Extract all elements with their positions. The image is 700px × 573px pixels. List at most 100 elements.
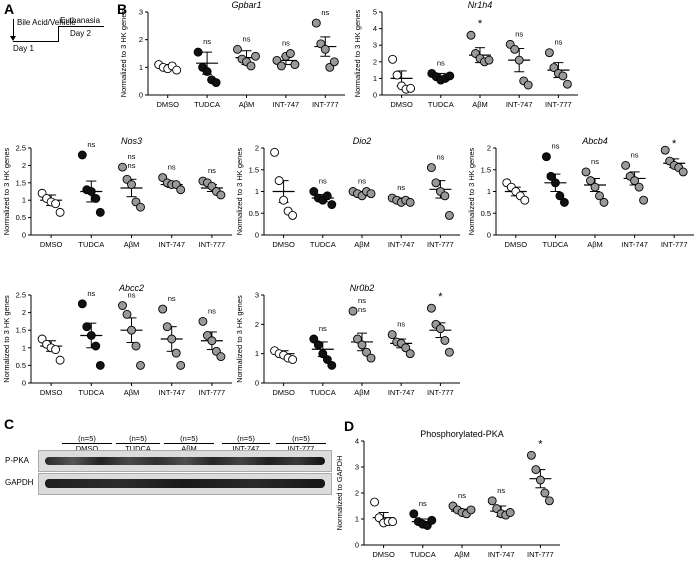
y-tick-label: 2 xyxy=(22,161,26,170)
data-point xyxy=(55,207,65,217)
data-point xyxy=(77,299,87,309)
blot-group-abm: (n=5) AβM xyxy=(164,434,214,453)
x-tick-label: DMSO xyxy=(156,100,179,109)
blot-group-int777: (n=5) INT-777 xyxy=(276,434,326,453)
data-point xyxy=(118,162,127,172)
data-point xyxy=(309,334,319,344)
x-tick-label: INT-747 xyxy=(158,388,185,397)
data-point xyxy=(660,145,670,155)
data-point xyxy=(558,71,568,81)
x-tick-label: AβM xyxy=(124,240,140,249)
data-point xyxy=(535,475,545,485)
data-point xyxy=(55,355,65,365)
data-point xyxy=(176,360,186,370)
data-point xyxy=(366,189,376,199)
significance-label: * xyxy=(438,291,443,303)
y-tick-label: 3 xyxy=(139,8,143,17)
blot-group-n: (n=5) xyxy=(237,434,255,443)
significance-label: ns xyxy=(128,152,136,161)
significance-label: ns xyxy=(631,150,639,159)
significance-label: ns xyxy=(458,491,466,500)
x-tick-label: TUDCA xyxy=(310,388,336,397)
x-tick-label: AβM xyxy=(587,240,603,249)
data-point xyxy=(586,176,595,186)
x-tick-label: AβM xyxy=(354,240,370,249)
y-tick-label: 1.5 xyxy=(249,165,259,174)
data-point xyxy=(246,61,256,71)
y-axis-label: Normalized to 3 HK genes xyxy=(119,9,128,97)
x-tick-label: TUDCA xyxy=(310,240,336,249)
timeline-arrow xyxy=(13,19,14,39)
x-tick-label: INT-777 xyxy=(199,388,226,397)
x-tick-label: TUDCA xyxy=(194,100,220,109)
data-point xyxy=(171,348,181,358)
x-tick-label: INT-777 xyxy=(545,100,572,109)
x-tick-label: INT-777 xyxy=(427,240,454,249)
blot-group-name: TUDCA xyxy=(116,443,160,453)
x-tick-label: INT-777 xyxy=(312,100,339,109)
data-point xyxy=(86,187,96,196)
data-point xyxy=(276,61,286,71)
significance-label: ns xyxy=(358,296,366,305)
data-point xyxy=(327,200,337,210)
x-tick-label: INT-747 xyxy=(388,240,415,249)
x-tick-label: AβM xyxy=(124,388,140,397)
x-tick-label: DMSO xyxy=(40,388,63,397)
data-point xyxy=(95,360,105,370)
y-tick-label: 1.5 xyxy=(16,326,26,335)
data-point xyxy=(406,83,416,93)
y-tick-label: 1.5 xyxy=(16,178,26,187)
data-point xyxy=(540,488,550,498)
y-axis-label: Normalized to 3 HK genes xyxy=(353,9,362,97)
significance-label: ns xyxy=(397,183,405,192)
data-point xyxy=(274,176,284,186)
significance-label: ns xyxy=(168,163,176,172)
data-point xyxy=(440,191,450,201)
x-tick-label: INT-747 xyxy=(273,100,300,109)
data-point xyxy=(353,334,362,344)
x-tick-label: INT-747 xyxy=(488,550,515,559)
x-tick-label: DMSO xyxy=(390,100,413,109)
significance-label: ns xyxy=(128,161,136,170)
data-point xyxy=(216,190,226,200)
significance-label: ns xyxy=(87,140,95,149)
blot-label-ppka: P-PKA xyxy=(5,456,30,465)
y-tick-label: 1 xyxy=(22,196,26,205)
significance-label: ns xyxy=(551,142,559,151)
timeline-arrow-head xyxy=(10,36,16,41)
data-point xyxy=(51,345,61,355)
timeline-line-2 xyxy=(58,26,104,27)
panel-letter-a: A xyxy=(4,1,15,17)
blot-group-name: INT-777 xyxy=(276,443,326,453)
data-point xyxy=(487,496,497,506)
data-point xyxy=(523,80,533,90)
data-point xyxy=(590,182,600,192)
x-tick-label: INT-777 xyxy=(427,388,454,397)
y-tick-label: 0.5 xyxy=(481,209,491,218)
data-point xyxy=(320,44,330,54)
data-point xyxy=(158,304,168,314)
y-tick-label: 3 xyxy=(355,463,359,472)
y-axis-label: Normalized to 3 HK genes xyxy=(235,147,244,235)
y-axis-label: Normalized to 3 HK genes xyxy=(235,295,244,383)
data-point xyxy=(285,49,295,58)
data-point xyxy=(370,497,380,507)
data-point xyxy=(198,316,208,326)
y-tick-label: 0 xyxy=(22,231,26,240)
chart-title: Nr1h4 xyxy=(468,0,493,10)
chart-title: Nr0b2 xyxy=(350,283,375,293)
data-point xyxy=(544,48,554,58)
panel-letter-b: B xyxy=(117,1,128,17)
data-point xyxy=(309,187,319,196)
x-tick-label: DMSO xyxy=(272,240,295,249)
significance-label: ns xyxy=(319,324,327,333)
x-tick-label: INT-747 xyxy=(506,100,533,109)
blot-group-name: AβM xyxy=(164,443,214,453)
y-tick-label: 0 xyxy=(355,541,359,550)
data-point xyxy=(520,195,530,205)
data-point xyxy=(531,465,541,475)
y-axis-label: Normalized to 3 HK genes xyxy=(2,295,11,383)
x-tick-label: AβM xyxy=(472,100,488,109)
data-point xyxy=(634,182,644,192)
